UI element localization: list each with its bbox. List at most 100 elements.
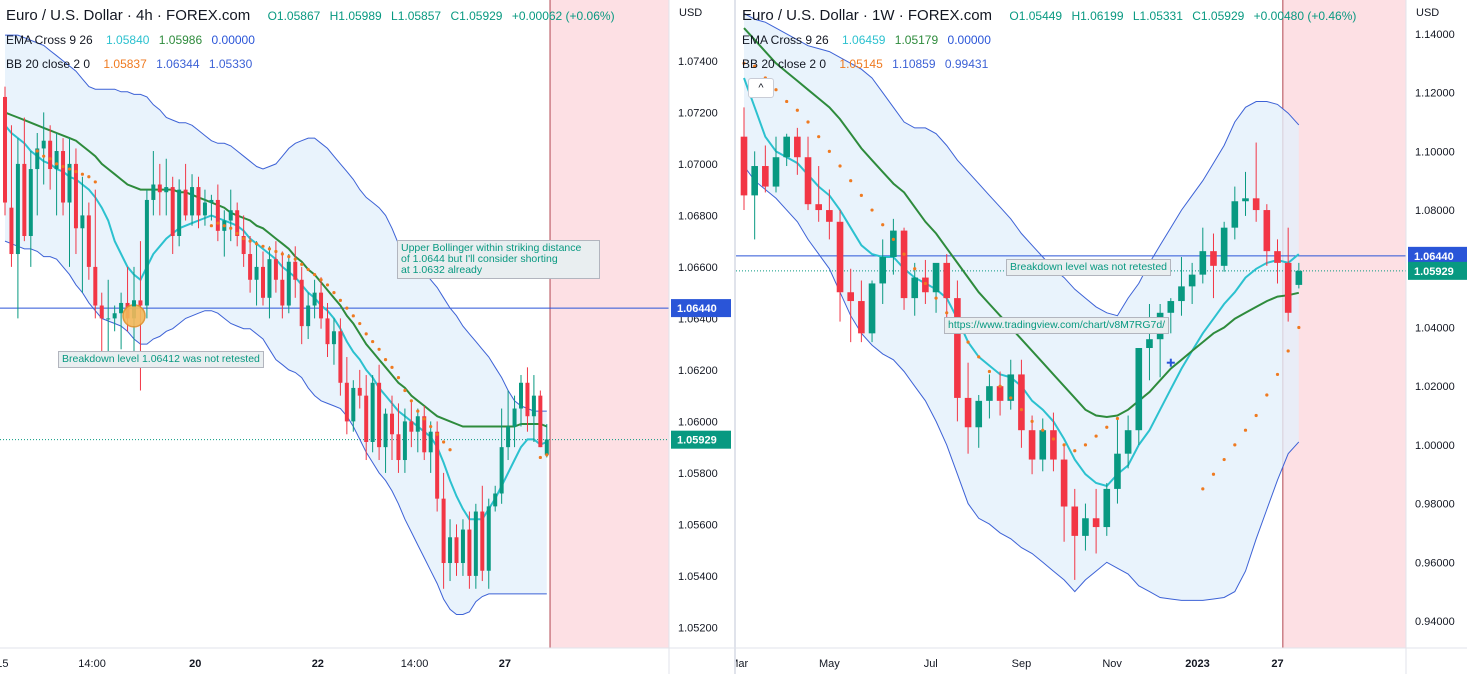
bb-lower-value: 1.05330 (208, 57, 253, 71)
ema-legend-row[interactable]: EMA Cross 9 26 1.05840 1.05986 0.00000 (6, 28, 621, 52)
y-tick-label: 1.12000 (1415, 88, 1455, 100)
ema-label: EMA Cross 9 26 (742, 33, 829, 47)
chart-pane-1w[interactable]: USD1.140001.120001.100001.080001.060001.… (736, 0, 1467, 674)
candle-body (911, 277, 919, 299)
candle-body (1231, 201, 1239, 228)
legend-title-row: Euro / U.S. Dollar · 1W · FOREX.com O1.0… (742, 4, 1362, 28)
candle-body (506, 426, 511, 448)
collapse-legend-button[interactable]: ^ (748, 78, 774, 98)
chart-canvas-1w[interactable]: USD1.140001.120001.100001.080001.060001.… (736, 0, 1467, 674)
candle-body (344, 382, 349, 422)
psar-dot (35, 149, 39, 153)
symbol-title[interactable]: Euro / U.S. Dollar · 4h · FOREX.com (6, 7, 251, 24)
psar-dot (838, 164, 842, 168)
y-tick-label: 1.05600 (678, 519, 718, 531)
price-badge-text: 1.05929 (1414, 266, 1454, 278)
psar-dot (859, 193, 863, 197)
candle-body (1124, 430, 1132, 454)
note-url[interactable]: https://www.tradingview.com/chart/v8M7RG… (944, 317, 1170, 334)
candle-body (1220, 227, 1228, 266)
level-badge-text: 1.06440 (1414, 251, 1454, 263)
chart-pane-4h[interactable]: USD 1.07400 1.07200 1.07000 1.06800 1.06600 1.… (0, 0, 734, 674)
x-tick-label: 22 (312, 658, 324, 670)
change-value: +0.00480 (+0.46%) (1253, 9, 1357, 23)
note-breakdown-1w[interactable]: Breakdown level was not retested (1006, 259, 1172, 276)
candle-body (306, 305, 311, 327)
candle-body (319, 292, 324, 319)
psar-dot (881, 223, 885, 227)
candle-body (954, 298, 961, 398)
note-breakdown-4h[interactable]: Breakdown level 1.06412 was not retested (58, 351, 264, 368)
psar-dot (817, 135, 821, 139)
psar-dot (242, 236, 246, 241)
candle-body (196, 187, 201, 216)
psar-dot (1265, 393, 1269, 397)
candle-body (280, 279, 285, 306)
price-badge-text: 1.05929 (677, 435, 717, 447)
psar-dot (80, 172, 84, 176)
psar-dot (222, 224, 226, 228)
candle-body (900, 230, 908, 299)
bb-legend-row[interactable]: BB 20 close 2 0 1.05145 1.10859 0.99431 (742, 52, 1362, 76)
candle-body (377, 382, 382, 448)
bb-legend-row[interactable]: BB 20 close 2 0 1.05837 1.06344 1.05330 (6, 52, 621, 76)
candle-body (177, 189, 182, 236)
psar-dot (254, 242, 259, 246)
psar-dot (364, 332, 368, 336)
ema-slow-line (743, 27, 1300, 419)
pane-divider[interactable] (734, 0, 736, 674)
note-upper-bollinger[interactable]: Upper Bollinger within striking distance… (397, 240, 600, 279)
bb-upper-line (743, 12, 1300, 317)
ema-legend-row[interactable]: EMA Cross 9 26 1.06459 1.05179 0.00000 (742, 28, 1362, 52)
candle-body (338, 331, 343, 383)
psar-dot (93, 180, 97, 184)
close-value: C1.05929 (1192, 9, 1245, 23)
psar-dot (891, 237, 895, 242)
candle-body (428, 431, 433, 453)
psar-dot (383, 358, 388, 362)
candle-body (772, 157, 780, 187)
candle-body (1135, 348, 1143, 431)
candle-body (383, 413, 388, 448)
symbol-title[interactable]: Euro / U.S. Dollar · 1W · FOREX.com (742, 7, 993, 24)
ema-slow-line (4, 111, 548, 428)
candle-body (858, 301, 865, 334)
candle-body (402, 421, 407, 461)
psar-dot (416, 409, 420, 413)
psar-dot (390, 365, 394, 369)
candle-body (544, 439, 549, 455)
psar-dot (966, 340, 970, 344)
psar-dot (785, 99, 789, 104)
y-tick-label: 1.10000 (1415, 146, 1455, 158)
candle-body (751, 166, 758, 196)
y-tick-label: 1.08000 (1415, 205, 1455, 217)
psar-dot (332, 291, 336, 295)
ema-fast-value: 1.06459 (842, 33, 886, 47)
candle-body (254, 266, 259, 280)
psar-dot (345, 306, 349, 310)
psar-dot (945, 311, 949, 315)
candle-body (202, 202, 207, 216)
candle-body (538, 395, 543, 448)
psar-dot (1211, 472, 1216, 476)
chart-canvas-4h[interactable]: USD 1.07400 1.07200 1.07000 1.06800 1.06600 1.… (0, 0, 734, 674)
candle-body (3, 96, 7, 203)
psar-dot (422, 417, 426, 421)
psar-dot (1254, 413, 1258, 418)
level-badge-text: 1.06440 (677, 303, 717, 315)
open-value: O1.05449 (1009, 9, 1063, 23)
candle-body (525, 382, 530, 417)
breakdown-marker (122, 304, 146, 328)
candle-body (1274, 251, 1281, 263)
y-tick-label: 1.05800 (678, 468, 718, 480)
y-tick-label: 1.04000 (1415, 322, 1455, 334)
psar-dot (806, 120, 810, 124)
candle-body (1199, 251, 1207, 275)
candle-body (144, 199, 149, 306)
psar-dot (267, 247, 272, 251)
candle-body (1028, 430, 1036, 460)
ema-fast-value: 1.05840 (106, 33, 150, 47)
candle-body (499, 447, 504, 494)
candle-body (1050, 430, 1057, 460)
candle-body (164, 187, 169, 193)
